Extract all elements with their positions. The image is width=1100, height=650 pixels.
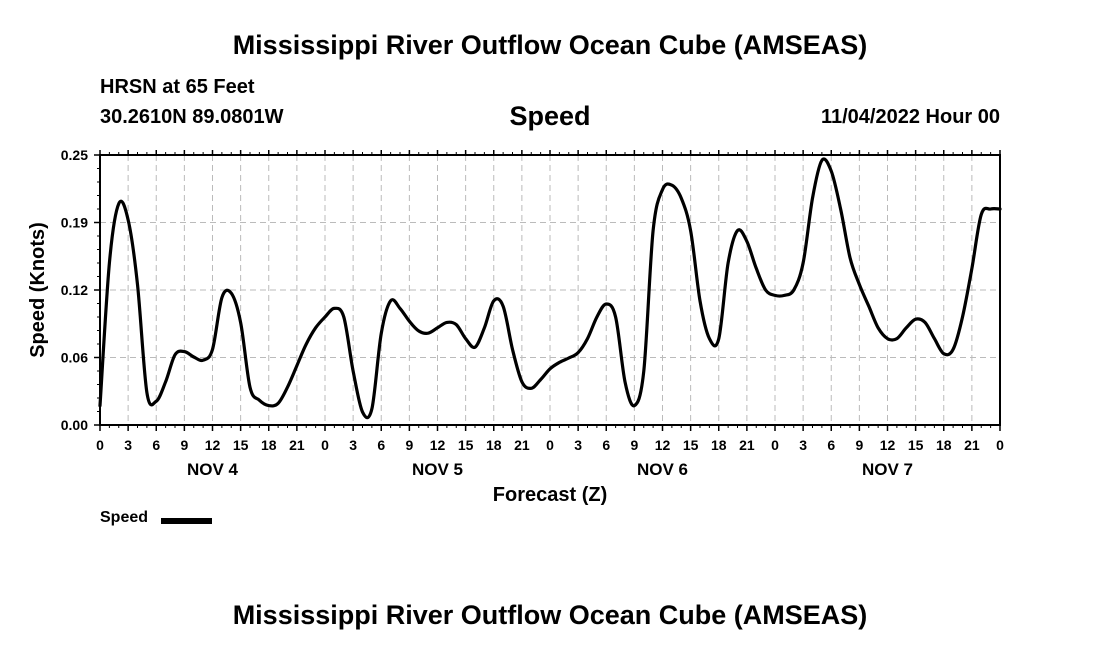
timestamp-label: 11/04/2022 Hour 00 xyxy=(820,106,1000,128)
station-label: HRSN at 65 Feet xyxy=(100,76,255,98)
x-tick-label: 6 xyxy=(377,437,385,453)
x-axis-label: Forecast (Z) xyxy=(493,484,607,506)
x-tick-label: 15 xyxy=(458,437,474,453)
y-tick-label: 0.00 xyxy=(61,417,88,433)
x-tick-label: 3 xyxy=(574,437,582,453)
x-tick-label: 12 xyxy=(205,437,221,453)
x-tick-label: 12 xyxy=(880,437,896,453)
x-tick-label: 18 xyxy=(711,437,727,453)
axis-labels: 0.00 0.06 0.12 0.19 0.25 0 3 6 9 12 15 18 21 0 3 6 9 12 15… xyxy=(61,147,1004,479)
legend-label: Speed xyxy=(100,509,149,526)
chart-title: Mississippi River Outflow Ocean Cube (AM… xyxy=(232,30,868,60)
x-tick-label: 6 xyxy=(602,437,610,453)
y-tick-label: 0.12 xyxy=(61,282,88,298)
x-tick-label: 0 xyxy=(321,437,329,453)
axis-ticks xyxy=(94,150,1001,431)
y-tick-label: 0.25 xyxy=(61,147,88,163)
x-tick-label: 21 xyxy=(514,437,530,453)
x-tick-label: 0 xyxy=(96,437,104,453)
x-tick-label: 3 xyxy=(124,437,132,453)
day-label: NOV 5 xyxy=(412,460,463,479)
x-tick-label: 15 xyxy=(908,437,924,453)
day-label: NOV 4 xyxy=(187,460,239,479)
x-tick-label: 18 xyxy=(936,437,952,453)
x-tick-label: 9 xyxy=(405,437,413,453)
x-tick-label: 0 xyxy=(996,437,1004,453)
x-tick-label: 9 xyxy=(630,437,638,453)
variable-title: Speed xyxy=(509,101,591,131)
x-tick-label: 12 xyxy=(655,437,671,453)
footer-title: Mississippi River Outflow Ocean Cube (AM… xyxy=(232,600,868,630)
x-tick-label: 3 xyxy=(799,437,807,453)
legend-swatch xyxy=(161,518,212,524)
x-tick-label: 3 xyxy=(349,437,357,453)
grid-lines xyxy=(100,155,1000,425)
y-tick-label: 0.19 xyxy=(61,215,88,231)
x-tick-label: 18 xyxy=(261,437,277,453)
coordinates-label: 30.2610N 89.0801W xyxy=(100,106,284,128)
x-tick-label: 6 xyxy=(827,437,835,453)
y-tick-label: 0.06 xyxy=(61,350,88,366)
x-tick-label: 15 xyxy=(233,437,249,453)
x-tick-label: 21 xyxy=(964,437,980,453)
x-tick-label: 18 xyxy=(486,437,502,453)
x-tick-label: 9 xyxy=(855,437,863,453)
x-tick-label: 12 xyxy=(430,437,446,453)
day-label: NOV 7 xyxy=(862,460,913,479)
x-tick-label: 6 xyxy=(152,437,160,453)
speed-series-line xyxy=(98,157,1002,420)
x-tick-label: 0 xyxy=(546,437,554,453)
x-tick-label: 0 xyxy=(771,437,779,453)
x-tick-label: 21 xyxy=(289,437,305,453)
x-tick-label: 9 xyxy=(180,437,188,453)
y-axis-label: Speed (Knots) xyxy=(27,222,49,358)
x-tick-label: 15 xyxy=(683,437,699,453)
x-tick-label: 21 xyxy=(739,437,755,453)
day-label: NOV 6 xyxy=(637,460,688,479)
